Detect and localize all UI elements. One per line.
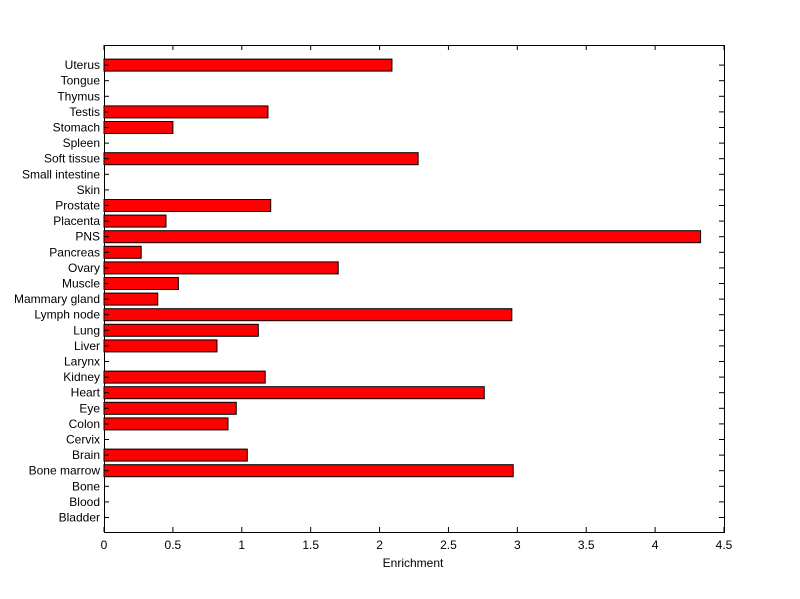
bar-prostate <box>103 199 272 212</box>
bar-muscle <box>103 277 179 290</box>
y-tick-label-stomach: Stomach <box>53 121 100 135</box>
y-tick-label-brain: Brain <box>72 448 100 462</box>
bar-colon <box>103 417 229 431</box>
bar-heart <box>103 386 485 400</box>
x-tick-label-5: 2.5 <box>440 538 457 552</box>
y-tick-label-soft-tissue: Soft tissue <box>44 152 100 166</box>
bar-stomach <box>103 121 174 134</box>
x-tick-label-6: 3 <box>514 538 521 552</box>
y-tick-label-larynx: Larynx <box>64 355 100 369</box>
bar-pancreas <box>103 245 142 259</box>
y-tick-label-prostate: Prostate <box>55 199 100 213</box>
x-tick-label-1: 0.5 <box>165 538 182 552</box>
x-tick-label-7: 3.5 <box>578 538 595 552</box>
bar-mammary-gland <box>103 292 159 306</box>
x-tick-label-8: 4 <box>652 538 659 552</box>
x-tick-label-0: 0 <box>101 538 108 552</box>
y-tick-label-mammary-gland: Mammary gland <box>14 292 100 306</box>
bar-soft-tissue <box>103 152 419 166</box>
bar-ovary <box>103 261 339 275</box>
y-tick-label-eye: Eye <box>79 401 100 415</box>
y-tick-label-pns: PNS <box>75 230 100 244</box>
x-tick-label-9: 4.5 <box>716 538 733 552</box>
y-tick-label-tongue: Tongue <box>61 74 101 88</box>
y-tick-label-bone-marrow: Bone marrow <box>29 464 101 478</box>
y-tick-label-thymus: Thymus <box>57 89 100 103</box>
y-tick-label-pancreas: Pancreas <box>49 245 100 259</box>
y-tick-label-ovary: Ovary <box>68 261 100 275</box>
y-tick-label-liver: Liver <box>74 339 100 353</box>
ticks-group <box>103 45 725 532</box>
bar-bone-marrow <box>103 464 514 478</box>
bar-pns <box>103 230 702 244</box>
y-tick-label-uterus: Uterus <box>65 58 100 72</box>
y-tick-label-small-intestine: Small intestine <box>22 167 100 181</box>
y-tick-label-kidney: Kidney <box>63 370 100 384</box>
y-tick-label-cervix: Cervix <box>66 433 100 447</box>
y-tick-label-testis: Testis <box>69 105 100 119</box>
bar-lymph-node <box>103 308 513 322</box>
bar-kidney <box>103 370 266 384</box>
x-tick-labels: 0 0.5 1 1.5 2 2.5 3 3.5 4 4.5 <box>101 538 733 552</box>
bar-eye <box>103 401 237 415</box>
bar-testis <box>103 105 269 119</box>
bar-uterus <box>103 58 393 72</box>
y-tick-label-lymph-node: Lymph node <box>34 308 100 322</box>
x-tick-label-3: 1.5 <box>302 538 319 552</box>
y-tick-label-bone: Bone <box>72 479 100 493</box>
y-tick-label-bladder: Bladder <box>59 511 100 525</box>
x-tick-label-4: 2 <box>376 538 383 552</box>
y-tick-label-colon: Colon <box>69 417 100 431</box>
bar-lung <box>103 323 259 337</box>
bar-brain <box>103 448 248 462</box>
y-tick-label-spleen: Spleen <box>63 136 100 150</box>
bar-placenta <box>103 214 167 228</box>
x-tick-label-2: 1 <box>238 538 245 552</box>
bar-liver <box>103 339 218 353</box>
x-axis-label: Enrichment <box>383 556 444 570</box>
bars-group <box>103 58 702 478</box>
y-tick-label-skin: Skin <box>77 183 100 197</box>
y-tick-label-blood: Blood <box>69 495 100 509</box>
y-tick-label-heart: Heart <box>71 386 101 400</box>
y-tick-label-placenta: Placenta <box>53 214 100 228</box>
y-tick-label-lung: Lung <box>73 323 100 337</box>
y-tick-label-muscle: Muscle <box>62 277 100 291</box>
